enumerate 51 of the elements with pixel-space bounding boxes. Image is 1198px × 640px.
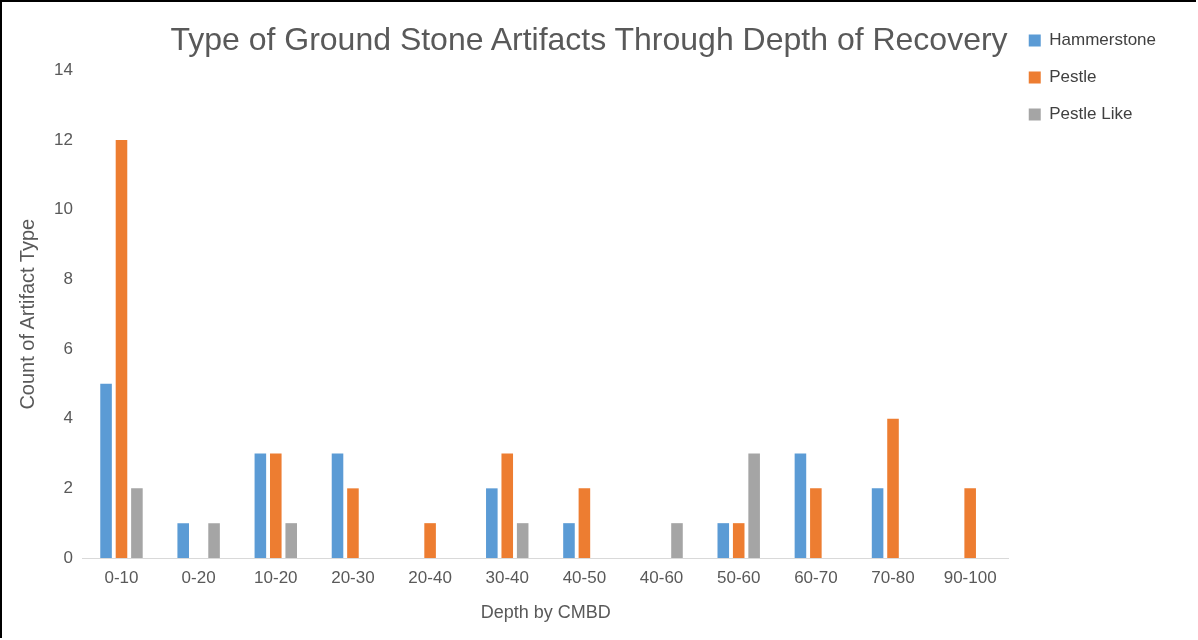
x-tick-label: 70-80 bbox=[871, 567, 915, 587]
bar bbox=[748, 453, 760, 558]
bar bbox=[208, 523, 220, 558]
legend-label: Pestle bbox=[1049, 67, 1097, 87]
y-tick-label: 2 bbox=[63, 478, 73, 498]
x-axis-title: Depth by CMBD bbox=[480, 602, 611, 623]
x-tick-label: 40-60 bbox=[639, 567, 684, 587]
bar bbox=[578, 488, 591, 558]
bar bbox=[131, 488, 143, 558]
y-tick-label: 14 bbox=[53, 60, 73, 80]
bar bbox=[563, 523, 575, 558]
bar bbox=[717, 523, 730, 558]
bar bbox=[671, 523, 683, 558]
y-tick-label: 4 bbox=[63, 408, 73, 428]
y-axis-title: Count of Artifact Type bbox=[15, 218, 38, 410]
bar bbox=[732, 523, 745, 558]
bar bbox=[887, 418, 899, 558]
x-tick-label: 60-70 bbox=[794, 567, 838, 587]
chart-title: Type of Ground Stone Artifacts Through Depth of Recovery bbox=[170, 21, 1008, 58]
y-tick-label: 10 bbox=[53, 199, 73, 219]
x-tick-label: 50-60 bbox=[716, 567, 761, 587]
bar bbox=[285, 523, 298, 558]
y-tick-label: 8 bbox=[63, 269, 73, 289]
bar bbox=[347, 488, 359, 558]
bar bbox=[486, 488, 498, 558]
y-tick-label: 12 bbox=[53, 129, 73, 149]
x-tick-label: 10-20 bbox=[254, 567, 298, 587]
bar bbox=[177, 523, 189, 558]
bar bbox=[871, 488, 884, 558]
legend-label: Hammerstone bbox=[1049, 30, 1157, 50]
x-tick-label: 30-40 bbox=[485, 567, 529, 587]
bar bbox=[810, 488, 822, 558]
x-tick-label: 0-10 bbox=[104, 567, 139, 587]
bar bbox=[516, 523, 529, 558]
bar bbox=[100, 383, 112, 558]
x-tick-label: 0-20 bbox=[181, 567, 216, 587]
bar bbox=[424, 523, 436, 558]
legend-label: Pestle Like bbox=[1049, 104, 1133, 124]
bar bbox=[501, 453, 514, 558]
x-tick-label: 90-100 bbox=[943, 567, 997, 587]
bar bbox=[794, 453, 807, 558]
bar bbox=[270, 453, 282, 558]
bar bbox=[964, 488, 976, 558]
bar bbox=[254, 453, 267, 558]
bar bbox=[331, 453, 344, 558]
x-tick-label: 20-30 bbox=[331, 567, 375, 587]
x-tick-label: 20-40 bbox=[408, 567, 452, 587]
x-tick-label: 40-50 bbox=[562, 567, 607, 587]
bar bbox=[115, 140, 128, 558]
y-tick-label: 6 bbox=[63, 338, 73, 358]
y-tick-label: 0 bbox=[63, 547, 73, 567]
